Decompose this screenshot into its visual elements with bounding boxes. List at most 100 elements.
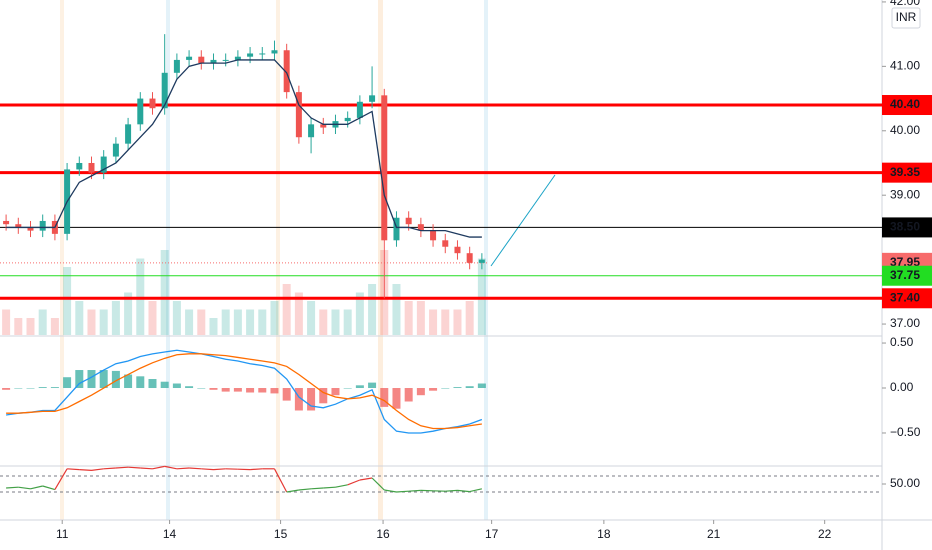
candle-body (369, 95, 376, 102)
candle-body (320, 124, 327, 128)
y-tick-label: 41.00 (890, 59, 920, 73)
level-label: 37.95 (890, 255, 920, 269)
candle-body (88, 162, 95, 173)
trend-line (490, 174, 556, 267)
x-tick-label: 18 (597, 527, 611, 541)
macd-histogram-bar (429, 388, 438, 391)
candle-body (381, 95, 388, 241)
level-label-box (882, 95, 932, 116)
volume-bar (38, 309, 47, 335)
volume-bar (14, 318, 23, 335)
level-label: 39.35 (890, 165, 920, 179)
macd-histogram-bar (441, 388, 450, 389)
volume-bar (404, 301, 413, 335)
session-band (276, 0, 280, 520)
macd-histogram-bar (14, 388, 23, 389)
candle-body (478, 259, 485, 263)
x-tick-label: 15 (274, 527, 288, 541)
rsi-segment (103, 467, 116, 470)
volume-bar (429, 309, 438, 335)
x-tick-label: 22 (818, 527, 832, 541)
macd-line (6, 349, 483, 434)
volume-bar (111, 301, 120, 335)
rsi-segment (408, 489, 421, 492)
candle-body (186, 56, 193, 60)
macd-histogram-bar (368, 382, 377, 389)
volume-bar (172, 301, 181, 335)
volume-bar (50, 318, 59, 335)
candle-body (442, 240, 449, 247)
macd-histogram-bar (294, 388, 303, 411)
macd-histogram-bar (307, 388, 316, 411)
candle-body (234, 56, 241, 60)
volume-bar (75, 301, 84, 335)
y-tick-label: 39.00 (890, 187, 920, 201)
rsi-segment (273, 468, 288, 493)
volume-bar (209, 318, 218, 335)
volume-bar (185, 309, 194, 335)
candle-body (430, 230, 437, 241)
rsi-segment (91, 468, 104, 471)
volume-bar (148, 301, 157, 335)
volume-bar (294, 292, 303, 335)
volume-bar (87, 309, 96, 335)
session-band (378, 0, 383, 520)
rsi-segment (286, 489, 299, 493)
rsi-segment (67, 468, 80, 471)
session-band (166, 0, 170, 520)
volume-bar (160, 250, 169, 335)
volume-bar (26, 318, 35, 335)
macd-histogram-bar (2, 388, 11, 390)
level-label-box (882, 265, 932, 286)
rsi-segment (469, 488, 483, 493)
candle-body (39, 220, 46, 231)
y-tick-label: 37.00 (890, 316, 920, 330)
macd-histogram-bar (270, 388, 279, 394)
volume-bar (99, 309, 108, 335)
rsi-segment (140, 467, 153, 470)
macd-histogram-bar (416, 388, 425, 396)
volume-bar (331, 309, 340, 335)
candle-body (222, 59, 229, 61)
level-label: 38.50 (890, 220, 920, 234)
candle-body (161, 72, 168, 109)
y-tick-label: 42.00 (890, 0, 920, 8)
candle-body (15, 224, 22, 228)
macd-histogram-bar (319, 388, 328, 404)
macd-histogram-bar (99, 370, 108, 389)
session-band (60, 0, 64, 520)
volume-bar (282, 284, 291, 335)
macd-histogram-bar (75, 370, 84, 389)
rsi-segment (42, 485, 56, 491)
rsi-segment (79, 469, 92, 471)
macd-histogram-bar (172, 383, 181, 389)
rsi-segment (164, 465, 178, 470)
macd-histogram-bar (221, 388, 230, 392)
x-tick-label: 14 (163, 527, 177, 541)
rsi-segment (213, 468, 226, 471)
moving-average (6, 59, 482, 238)
volume-bar (416, 301, 425, 335)
rsi-segment (152, 465, 165, 470)
macd-histogram-bar (124, 374, 133, 389)
level-label: 37.40 (890, 290, 920, 304)
session-band (484, 0, 488, 520)
candle-body (100, 156, 107, 173)
level-label-box (882, 288, 932, 309)
currency-box (891, 7, 921, 29)
candle-body (454, 246, 461, 254)
volume-bar (258, 309, 267, 335)
rsi-segment (311, 487, 324, 490)
macd-histogram-bar (136, 376, 145, 389)
macd-histogram-bar (465, 386, 474, 389)
volume-bar (124, 292, 133, 335)
level-label-box (882, 162, 932, 183)
x-tick-label: 11 (56, 527, 69, 541)
macd-histogram-bar (404, 388, 413, 402)
currency-label: INR (896, 10, 917, 24)
macd-histogram-bar (392, 388, 401, 409)
volume-bar (477, 258, 486, 335)
candle-body (210, 59, 217, 64)
signal-line (6, 353, 482, 430)
macd-histogram-bar (355, 385, 364, 389)
